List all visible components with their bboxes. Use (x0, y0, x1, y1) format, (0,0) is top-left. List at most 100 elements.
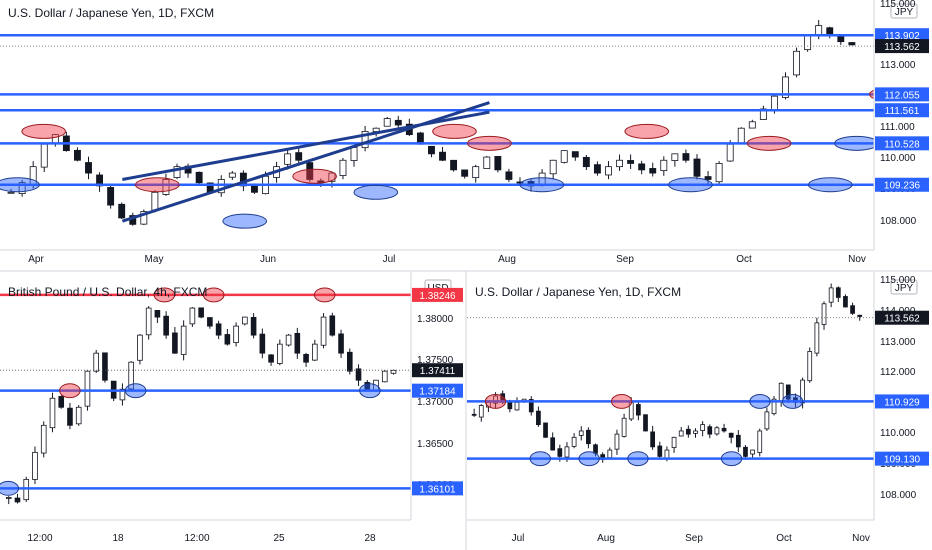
candle (478, 404, 484, 422)
resistance-ellipse (313, 287, 336, 303)
candle-body (771, 398, 777, 415)
candle-body (295, 152, 303, 161)
candle (657, 441, 663, 460)
candle (471, 408, 477, 417)
candle (233, 322, 239, 347)
candle-body (714, 427, 720, 435)
candle (550, 432, 556, 451)
candle (814, 317, 820, 357)
candle-body (195, 171, 203, 184)
candle-body (207, 317, 213, 327)
candle-body (704, 176, 712, 180)
candle-body (306, 162, 314, 180)
candle (771, 396, 777, 416)
resistance-ellipse (484, 393, 507, 409)
candle (58, 395, 65, 409)
pane-gbpusd-4h[interactable]: British Pound / U.S. Dollar, 4h, FXCMUSD… (0, 272, 463, 544)
candle-body (40, 143, 48, 168)
candle (750, 449, 755, 459)
candle-body (571, 151, 579, 158)
level-price-badge (875, 394, 929, 409)
support-ellipse (720, 451, 743, 467)
candle-body (428, 145, 435, 155)
candle-body (605, 166, 612, 176)
candle (571, 151, 579, 161)
candle (18, 179, 26, 197)
y-tick-label: 110.000 (880, 153, 916, 164)
candle (826, 26, 834, 39)
support-ellipse (0, 480, 19, 496)
x-tick-label: Jul (383, 254, 396, 265)
candle (350, 146, 358, 167)
candle (737, 127, 745, 145)
candle-body (560, 150, 568, 163)
candle (118, 202, 126, 220)
resistance-ellipse (21, 123, 67, 139)
candle-body (259, 333, 266, 354)
candle-body (118, 203, 126, 219)
support-ellipse (668, 177, 713, 193)
candle-body (74, 149, 81, 161)
y-tick-label: 113.000 (880, 337, 916, 348)
candle-body (735, 434, 741, 448)
candle (154, 310, 161, 323)
candle-body (850, 305, 855, 314)
candle (785, 384, 791, 403)
candle (616, 154, 623, 171)
candle-body (593, 164, 601, 174)
candle-body (505, 171, 513, 180)
resistance-ellipse (869, 89, 874, 100)
candle (145, 306, 152, 340)
candle (119, 383, 126, 406)
candle-body (848, 42, 856, 46)
candle-body (643, 414, 648, 432)
candle-body (778, 382, 784, 402)
candle (627, 154, 635, 169)
candle (560, 150, 568, 164)
y-tick-label: 113.000 (880, 60, 916, 71)
candle-body (671, 153, 679, 161)
candle-body (49, 397, 56, 429)
y-tick-label: 1.37000 (417, 397, 454, 408)
candle-body (636, 404, 641, 416)
candle-body (163, 315, 169, 336)
candle (306, 160, 314, 182)
currency-label: JPY (895, 7, 914, 18)
candle-body (621, 417, 627, 437)
candle (704, 171, 712, 184)
support-ellipse (834, 135, 874, 151)
x-tick-label: 12:00 (27, 533, 52, 544)
candle (678, 427, 684, 437)
candle (848, 42, 856, 46)
candle (693, 428, 698, 438)
candle-body (450, 159, 458, 171)
candle (428, 145, 435, 158)
pane-usdjpy-daily-2[interactable]: U.S. Dollar / Japanese Yen, 1D, FXCM JPY1… (467, 272, 929, 544)
y-tick-label: 111.000 (880, 122, 915, 133)
support-ellipse (519, 177, 565, 193)
candle-body (685, 428, 691, 435)
candle-body (528, 399, 534, 413)
candle-body (172, 332, 178, 354)
candle-body (277, 343, 283, 364)
candle (85, 156, 92, 180)
candle (14, 493, 21, 504)
x-tick-label: Jul (512, 533, 525, 544)
candle-body (835, 287, 841, 298)
level-price-label: 110.528 (884, 139, 920, 150)
candle-body (233, 325, 239, 343)
candle-body (757, 430, 763, 453)
support-ellipse (627, 451, 649, 467)
candle (835, 286, 841, 303)
candle-body (821, 303, 827, 325)
candle-body (224, 334, 231, 345)
candle-body (571, 436, 577, 447)
resistance-ellipse (59, 383, 81, 399)
candle (140, 209, 148, 226)
pane-usdjpy-daily[interactable]: U.S. Dollar / Japanese Yen, 1D, FXCM JPY1… (0, 0, 931, 265)
candle (320, 313, 327, 349)
candle-body (707, 426, 713, 435)
candle-body (664, 449, 670, 459)
level-price-label: 113.902 (884, 31, 920, 42)
